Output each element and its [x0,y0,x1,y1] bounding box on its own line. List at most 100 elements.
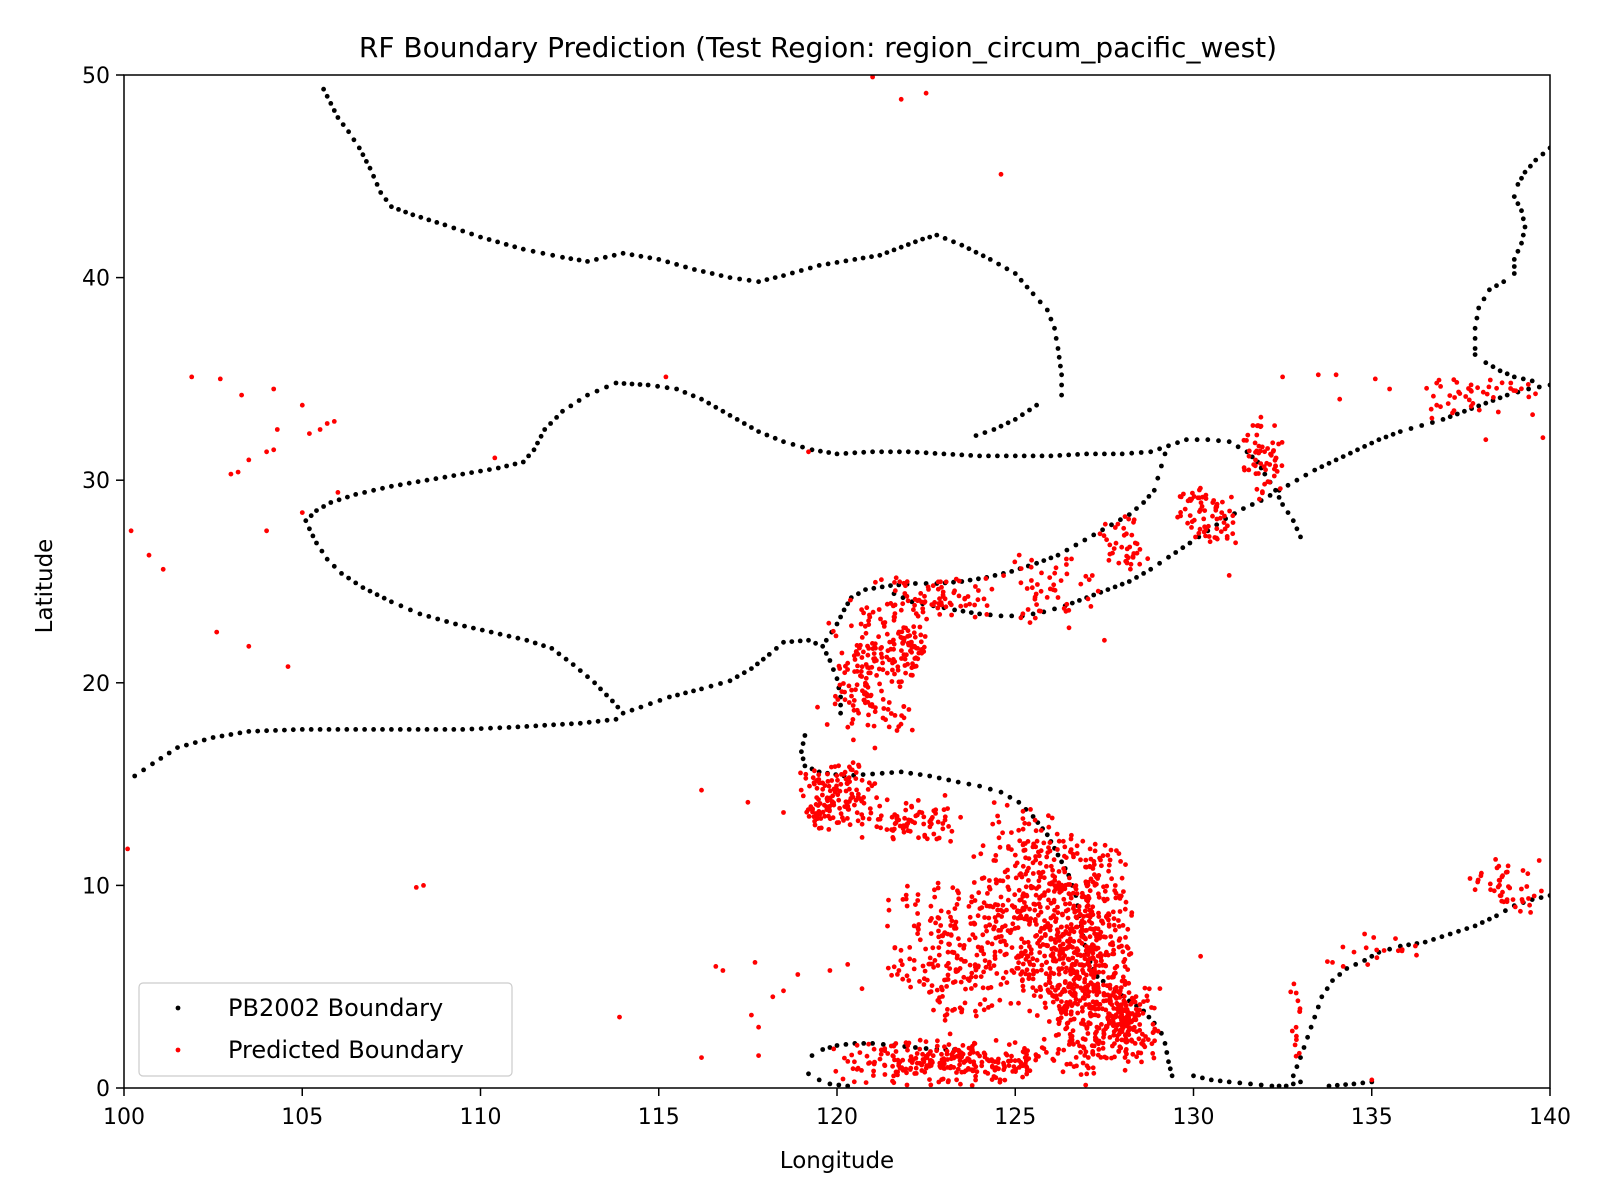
predicted-point [1021,809,1026,814]
predicted-point [826,779,831,784]
pb2002-point [691,393,696,398]
predicted-point [978,1002,983,1007]
predicted-point [840,815,845,820]
pb2002-point [592,680,597,685]
predicted-point [1090,982,1095,987]
predicted-point [1141,1038,1146,1043]
predicted-point [1103,1008,1108,1013]
predicted-point [999,982,1004,987]
predicted-point [1059,578,1064,583]
predicted-point [1387,387,1392,392]
predicted-point [999,895,1004,900]
predicted-point [951,950,956,955]
predicted-point [1469,404,1474,409]
predicted-point [1053,988,1058,993]
predicted-point [1029,565,1034,570]
predicted-point [888,647,893,652]
predicted-point [879,577,884,582]
predicted-point [904,1067,909,1072]
predicted-point [902,830,907,835]
predicted-point [1255,487,1260,492]
pb2002-point [1152,488,1157,493]
predicted-point [1114,891,1119,896]
predicted-point [286,664,291,669]
predicted-point [874,795,879,800]
pb2002-point [1075,452,1080,457]
pb2002-point [1200,1076,1205,1081]
pb2002-point [977,612,982,617]
pb2002-point [791,442,796,447]
pb2002-point [1503,908,1508,913]
predicted-point [966,594,971,599]
predicted-point [1178,510,1183,515]
pb2002-point [1019,278,1024,283]
predicted-point [949,613,954,618]
predicted-point [825,722,830,727]
predicted-point [1049,953,1054,958]
pb2002-point [453,622,458,627]
pb2002-point [1475,316,1480,321]
pb2002-point [557,651,562,656]
pb2002-point [1456,929,1461,934]
predicted-point [1096,1006,1101,1011]
predicted-point [917,1047,922,1052]
predicted-point [987,1059,992,1064]
pb2002-point [560,722,565,727]
predicted-point [928,1049,933,1054]
predicted-point [1001,903,1006,908]
predicted-point [1091,927,1096,932]
predicted-point [1123,935,1128,940]
pb2002-point [892,248,897,253]
pb2002-point [721,409,726,414]
predicted-point [843,770,848,775]
predicted-point [332,419,337,424]
predicted-point [882,1063,887,1068]
predicted-point [1229,495,1234,500]
predicted-point [1108,1001,1113,1006]
predicted-point [887,700,892,705]
predicted-point [913,814,918,819]
predicted-point [982,875,987,880]
pb2002-point [942,452,947,457]
pb2002-point [1505,371,1510,376]
predicted-point [906,628,911,633]
predicted-point [1086,1055,1091,1060]
predicted-point [842,1056,847,1061]
predicted-point [300,403,305,408]
predicted-point [854,649,859,654]
predicted-point [1126,1029,1131,1034]
predicted-point [948,839,953,844]
predicted-point [990,1065,995,1070]
predicted-point [1061,1048,1066,1053]
predicted-point [984,576,989,581]
pb2002-point [1391,432,1396,437]
predicted-point [814,778,819,783]
predicted-point [1056,595,1061,600]
predicted-point [1021,988,1026,993]
pb2002-point [1319,464,1324,469]
predicted-point [951,1056,956,1061]
pb2002-point [371,488,376,493]
predicted-point [1506,864,1511,869]
pb2002-point [596,719,601,724]
y-tick-label-0: 0 [96,1077,110,1102]
predicted-point [1123,1000,1128,1005]
pb2002-point [1022,454,1027,459]
pb2002-point [303,518,308,523]
predicted-point [1120,876,1125,881]
predicted-point [1007,1042,1012,1047]
predicted-point [1083,937,1088,942]
pb2002-point [699,397,704,402]
pb2002-point [1188,541,1193,546]
pb2002-point [604,385,609,390]
predicted-point [897,630,902,635]
pb2002-point [578,721,583,726]
pb2002-point [1059,372,1064,377]
predicted-point [858,1050,863,1055]
pb2002-point [542,723,547,728]
predicted-point [929,989,934,994]
pb2002-point [1163,452,1168,457]
predicted-point [1037,884,1042,889]
predicted-point [1108,552,1113,557]
predicted-point [1055,935,1060,940]
